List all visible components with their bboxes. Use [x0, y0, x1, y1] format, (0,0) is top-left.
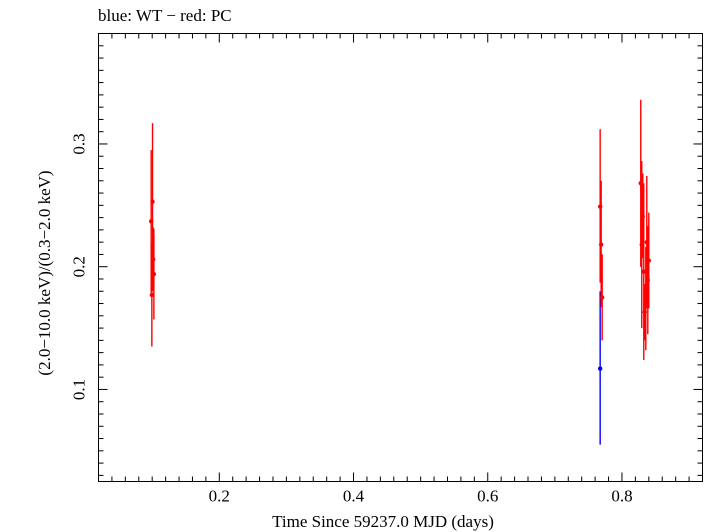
- x-tick-label: 0.8: [611, 487, 632, 506]
- y-tick-label: 0.2: [70, 256, 89, 277]
- x-axis-label: Time Since 59237.0 MJD (days): [272, 512, 494, 531]
- point-marker: [597, 366, 603, 371]
- x-tick-label: 0.6: [477, 487, 498, 506]
- data-point: [597, 291, 603, 445]
- chart-title: blue: WT − red: PC: [98, 6, 232, 25]
- point-marker: [598, 242, 604, 247]
- point-marker: [150, 199, 155, 204]
- data-points: [148, 99, 652, 445]
- data-point: [598, 180, 604, 308]
- point-marker: [151, 271, 157, 277]
- point-marker: [641, 269, 646, 274]
- point-marker: [599, 295, 605, 300]
- y-tick-label: 0.1: [70, 379, 89, 400]
- axis-ticks: 0.2 0.4 0.6 0.8 0.1 0.2 0.3: [70, 33, 703, 506]
- x-tick-label: 0.2: [209, 487, 230, 506]
- data-point: [646, 212, 652, 309]
- y-tick-label: 0.3: [70, 133, 89, 154]
- point-marker: [149, 292, 155, 298]
- point-marker: [646, 258, 652, 263]
- y-axis-label: (2.0−10.0 keV)/(0.3−2.0 keV): [35, 170, 54, 375]
- x-tick-label: 0.4: [343, 487, 365, 506]
- data-point: [641, 183, 646, 360]
- data-point: [599, 254, 605, 341]
- data-point: [151, 228, 157, 320]
- plot-frame: [98, 33, 703, 482]
